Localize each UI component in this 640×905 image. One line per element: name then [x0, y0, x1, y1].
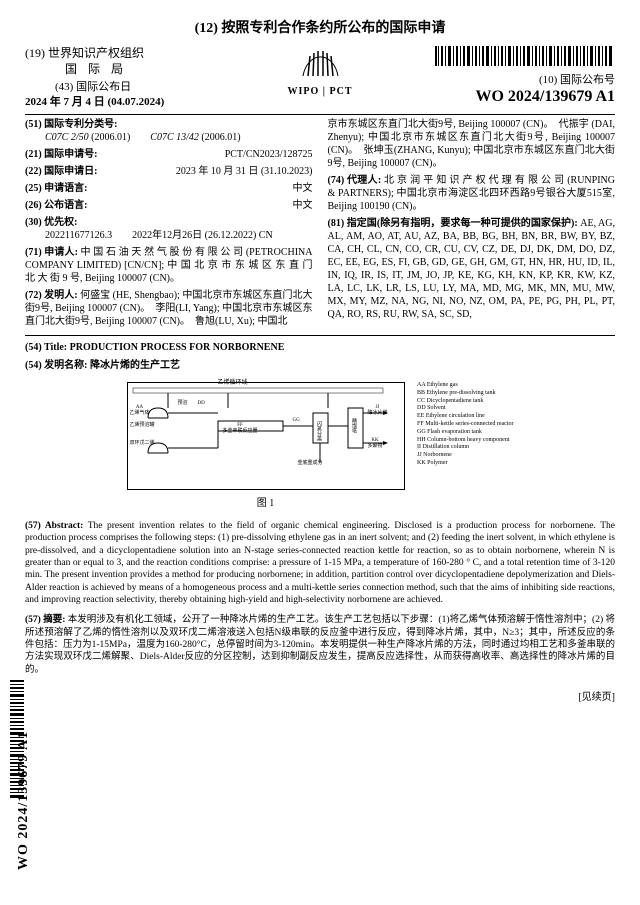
barcode-icon: [435, 46, 615, 70]
f54-cn-label: (54) 发明名称:: [25, 360, 88, 371]
f54-en-label: (54) Title:: [25, 342, 67, 353]
header-center: WIPO | PCT: [278, 46, 363, 98]
org-line1: (19) 世界知识产权组织: [25, 46, 278, 62]
side-publication-number: WO 2024/139679 A1: [15, 731, 33, 870]
f51-class-a: C07C 2/50: [45, 132, 89, 143]
field-81: (81) 指定国(除另有指明，要求每一种可提供的国家保护): AE, AG, A…: [328, 217, 616, 321]
left-column: (51) 国际专利分类号: C07C 2/50 (2006.01) C07C 1…: [25, 118, 313, 332]
abstract-en-label: (57) Abstract:: [25, 521, 83, 531]
publication-number: WO 2024/139679 A1: [363, 87, 616, 108]
label-bb: 预溶: [178, 401, 188, 408]
f72-continuation: 京市东城区东直门北大街9号, Beijing 100007 (CN)。 代振宇 …: [328, 118, 616, 170]
footer-continuation: [见续页]: [25, 691, 615, 704]
f51-class-b: C07C 13/42: [150, 132, 199, 143]
legend-bb: BB Ethylene pre-dissolving tank: [417, 390, 513, 398]
bibliographic-data: (51) 国际专利分类号: C07C 2/50 (2006.01) C07C 1…: [25, 118, 615, 332]
pub-date: 2024 年 7 月 4 日 (04.07.2024): [25, 95, 278, 109]
pub-num-label: (10) 国际公布号: [363, 73, 616, 87]
f30-num: 202211677126.3: [25, 230, 112, 241]
divider: [25, 114, 615, 115]
field-30: (30) 优先权: 202211677126.3 2022年12月26日 (26…: [25, 216, 313, 242]
header-right: (10) 国际公布号 WO 2024/139679 A1: [363, 46, 616, 108]
f71-label: (71) 申请人:: [25, 247, 78, 258]
label-hh: 闪蒸分离: [315, 421, 322, 441]
legend-dd: DD Solvent: [417, 405, 513, 413]
legend-cc: CC Dicyclopentadiene tank: [417, 398, 513, 406]
divider: [25, 335, 615, 336]
field-22: (22) 国际申请日: 2023 年 10 月 31 日 (31.10.2023…: [25, 165, 313, 178]
f54-en: PRODUCTION PROCESS FOR NORBORNENE: [70, 342, 285, 353]
figure-1: 乙烯循环线: [25, 382, 615, 510]
title-cn-section: (54) 发明名称: 降冰片烯的生产工艺: [25, 359, 615, 372]
label-dd: DD: [198, 401, 205, 408]
legend-jj: JJ Norbornene: [417, 452, 513, 460]
legend-hh: HH Column-bottom heavy component: [417, 437, 513, 445]
legend-gg: GG Flash evaporation tank: [417, 429, 513, 437]
f25-val: 中文: [293, 182, 313, 195]
field-74: (74) 代理人: 北 京 润 平 知 识 产 权 代 理 有 限 公 司 (R…: [328, 174, 616, 213]
header-left: (19) 世界知识产权组织 国 际 局 (43) 国际公布日 2024 年 7 …: [25, 46, 278, 109]
legend-ff: FF Multi-kettle series-connected reactor: [417, 421, 513, 429]
f51-b-year: (2006.01): [201, 132, 240, 143]
wipo-text: WIPO | PCT: [288, 85, 353, 98]
f30-date: 2022年12月26日 (26.12.2022) CN: [132, 230, 273, 241]
f21-label: (21) 国际申请号:: [25, 149, 98, 160]
pub-date-label: (43) 国际公布日: [25, 80, 278, 94]
f51-label: (51) 国际专利分类号:: [25, 119, 118, 130]
legend-kk: KK Polymer: [417, 460, 513, 468]
field-71: (71) 申请人: 中 国 石 油 天 然 气 股 份 有 限 公 司 (PET…: [25, 246, 313, 285]
diagram-legend: AA Ethylene gas BB Ethylene pre-dissolvi…: [417, 382, 513, 468]
f54-cn: 降冰片烯的生产工艺: [90, 360, 180, 371]
label-jj: JJ降冰片烯: [368, 405, 388, 418]
org-line2: 国 际 局: [25, 62, 278, 78]
field-25: (25) 申请语言: 中文: [25, 182, 313, 195]
label-dcpd: 双环戊二烯: [130, 441, 155, 448]
f72-label: (72) 发明人:: [25, 290, 78, 301]
field-26: (26) 公布语言: 中文: [25, 199, 313, 212]
wipo-logo-icon: [298, 46, 343, 81]
f81-val: AE, AG, AL, AM, AO, AT, AU, AZ, BA, BB, …: [328, 218, 616, 320]
label-ff: FF多釜串联反应器: [223, 423, 258, 436]
label-gg: GG: [293, 418, 300, 425]
abstract-en-text: The present invention relates to the fie…: [25, 521, 615, 605]
f51-a-year: (2006.01): [91, 132, 130, 143]
title-en-section: (54) Title: PRODUCTION PROCESS FOR NORBO…: [25, 341, 615, 354]
abstract-en: (57) Abstract: The present invention rel…: [25, 520, 615, 606]
f22-val: 2023 年 10 月 31 日 (31.10.2023): [176, 165, 313, 178]
legend-aa: AA Ethylene gas: [417, 382, 513, 390]
label-kk: KK多聚物: [368, 438, 383, 451]
abstract-cn: (57) 摘要: 本发明涉及有机化工领域，公开了一种降冰片烯的生产工艺。该生产工…: [25, 614, 615, 676]
f25-label: (25) 申请语言:: [25, 183, 88, 194]
figure-caption: 图 1: [127, 497, 405, 510]
field-51: (51) 国际专利分类号: C07C 2/50 (2006.01) C07C 1…: [25, 118, 313, 144]
header-row: (19) 世界知识产权组织 国 际 局 (43) 国际公布日 2024 年 7 …: [25, 46, 615, 109]
document-type-title: (12) 按照专利合作条约所公布的国际申请: [25, 20, 615, 38]
legend-ii: II Distillation column: [417, 444, 513, 452]
field-21: (21) 国际申请号: PCT/CN2023/128725: [25, 148, 313, 161]
f26-label: (26) 公布语言:: [25, 200, 88, 211]
label-cc: 乙烯预溶罐: [130, 423, 155, 430]
label-aa: AA乙烯气体: [130, 405, 150, 418]
f81-label: (81) 指定国(除另有指明，要求每一种可提供的国家保护):: [328, 218, 578, 229]
f22-label: (22) 国际申请日:: [25, 166, 98, 177]
abstract-cn-label: (57) 摘要:: [25, 615, 65, 625]
label-bottom: 釜底重成分: [298, 461, 323, 468]
right-column: 京市东城区东直门北大街9号, Beijing 100007 (CN)。 代振宇 …: [328, 118, 616, 332]
f30-label: (30) 优先权:: [25, 217, 78, 228]
abstract-cn-text: 本发明涉及有机化工领域，公开了一种降冰片烯的生产工艺。该生产工艺包括以下步骤：(…: [25, 615, 615, 674]
f21-val: PCT/CN2023/128725: [225, 148, 313, 161]
f74-label: (74) 代理人:: [328, 175, 382, 186]
f26-val: 中文: [293, 199, 313, 212]
label-ii: 精馏塔: [350, 418, 357, 433]
field-72: (72) 发明人: 何盛宝 (HE, Shengbao); 中国北京市东城区东直…: [25, 289, 313, 328]
legend-ee: EE Ethylene circulation line: [417, 413, 513, 421]
process-diagram: 乙烯循环线: [127, 382, 405, 490]
